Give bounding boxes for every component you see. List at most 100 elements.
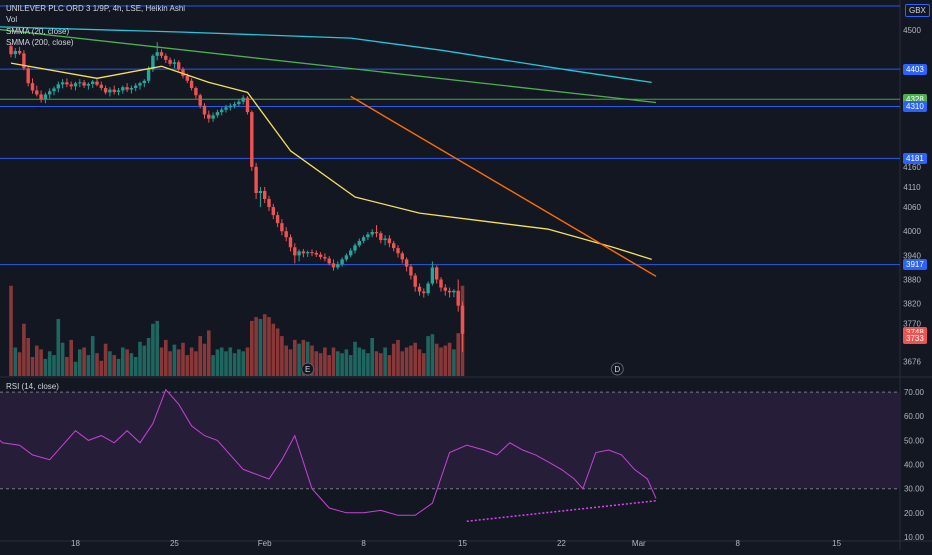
volume-bars bbox=[9, 285, 465, 376]
volume-bar bbox=[434, 343, 439, 376]
candle-body bbox=[215, 112, 220, 116]
volume-bar bbox=[379, 353, 383, 376]
volume-bar bbox=[280, 336, 284, 376]
candle-body bbox=[26, 68, 30, 84]
candle-body bbox=[60, 82, 65, 85]
volume-bar bbox=[310, 345, 314, 376]
candle-body bbox=[30, 83, 35, 91]
candle-body bbox=[306, 252, 310, 254]
candle-body bbox=[121, 87, 125, 91]
candle-body bbox=[254, 166, 258, 193]
candle-body bbox=[168, 59, 172, 64]
volume-bar bbox=[125, 349, 129, 376]
rsi-tick-label: 30.00 bbox=[904, 485, 925, 494]
volume-bar bbox=[383, 347, 387, 376]
event-marker-D[interactable] bbox=[610, 362, 624, 376]
candle-body bbox=[439, 279, 443, 288]
candle-body bbox=[202, 105, 207, 115]
volume-bar bbox=[241, 351, 245, 376]
volume-bar bbox=[39, 349, 43, 376]
trendlines[interactable] bbox=[0, 26, 657, 277]
candle-body bbox=[430, 267, 435, 284]
price-tick-label: 3770 bbox=[903, 320, 921, 329]
smma20-line bbox=[10, 62, 652, 261]
candle-body bbox=[387, 238, 392, 244]
candle-body bbox=[52, 88, 56, 92]
price-tag-4181: 4181 bbox=[903, 152, 927, 164]
volume-bar bbox=[422, 353, 426, 376]
volume-bar bbox=[456, 333, 460, 376]
smma200-legend[interactable]: SMMA (200, close) bbox=[6, 38, 74, 47]
price-tick-label: 3940 bbox=[903, 251, 921, 260]
price-tag-4310: 4310 bbox=[903, 101, 927, 112]
rsi-legend[interactable]: RSI (14, close) bbox=[6, 382, 59, 391]
candle-body bbox=[185, 75, 189, 81]
candle-body bbox=[331, 263, 336, 268]
candle-body bbox=[340, 259, 344, 265]
volume-bar bbox=[181, 342, 185, 376]
candle-body bbox=[134, 85, 138, 88]
volume-bar bbox=[82, 347, 86, 376]
candle-body bbox=[73, 83, 78, 87]
volume-bar bbox=[103, 343, 108, 376]
volume-bar bbox=[439, 347, 443, 376]
time-tick-label: Feb bbox=[258, 539, 272, 548]
event-marker-E[interactable] bbox=[301, 362, 315, 376]
volume-bar bbox=[185, 355, 190, 376]
price-tick-label: 3880 bbox=[903, 275, 921, 284]
candle-body bbox=[17, 50, 22, 54]
volume-bar bbox=[151, 323, 155, 376]
volume-bar bbox=[340, 353, 344, 376]
smma200-line bbox=[0, 26, 652, 84]
symbol-title: UNILEVER PLC ORD 3 1/9P, 4h, LSE, Heikin… bbox=[6, 4, 186, 13]
volume-bar bbox=[262, 314, 267, 376]
candle-body bbox=[379, 233, 383, 241]
candle-body bbox=[39, 94, 43, 100]
volume-bar bbox=[202, 343, 207, 376]
candle-body bbox=[447, 290, 452, 293]
volume-bar bbox=[254, 317, 258, 376]
volume-bar bbox=[284, 345, 288, 376]
volume-bar bbox=[60, 342, 65, 376]
volume-bar bbox=[232, 353, 237, 376]
candle-body bbox=[452, 290, 456, 293]
volume-bar bbox=[374, 351, 379, 376]
event-marker-label: D bbox=[614, 365, 620, 374]
price-tick-label: 4110 bbox=[903, 183, 921, 192]
volume-bar bbox=[86, 355, 91, 376]
price-tag-3917: 3917 bbox=[903, 259, 927, 271]
candle-body bbox=[108, 89, 112, 93]
candle-body bbox=[232, 104, 237, 106]
currency-badge[interactable]: GBX bbox=[905, 4, 930, 17]
volume-bar bbox=[47, 351, 52, 376]
candle-body bbox=[327, 258, 331, 264]
candle-body bbox=[151, 55, 155, 70]
candle-body bbox=[125, 87, 129, 90]
volume-bar bbox=[219, 347, 224, 376]
volume-bar bbox=[366, 353, 370, 376]
volume-bar bbox=[447, 342, 452, 376]
smma20-legend[interactable]: SMMA (20, close) bbox=[6, 27, 70, 36]
volume-bar bbox=[224, 351, 228, 376]
volume-bar bbox=[164, 339, 168, 376]
candle-body bbox=[35, 90, 39, 95]
volume-bar bbox=[121, 347, 125, 376]
event-marker-label: E bbox=[305, 365, 310, 374]
candle-body bbox=[263, 190, 267, 200]
time-tick-label: 25 bbox=[170, 539, 179, 548]
moving-averages bbox=[0, 26, 652, 261]
volume-bar bbox=[56, 319, 61, 376]
volume-bar bbox=[336, 351, 340, 376]
rsi-line-layer bbox=[0, 388, 657, 523]
vol-legend[interactable]: Vol bbox=[6, 15, 18, 24]
candle-body bbox=[443, 287, 447, 291]
time-tick-label: 8 bbox=[361, 539, 366, 548]
price-tag-3733: 3733 bbox=[903, 333, 927, 345]
volume-bar bbox=[327, 355, 331, 376]
price-tick-label: 3820 bbox=[903, 300, 921, 309]
volume-bar bbox=[30, 357, 35, 376]
price-tick-label: 4160 bbox=[903, 163, 921, 172]
